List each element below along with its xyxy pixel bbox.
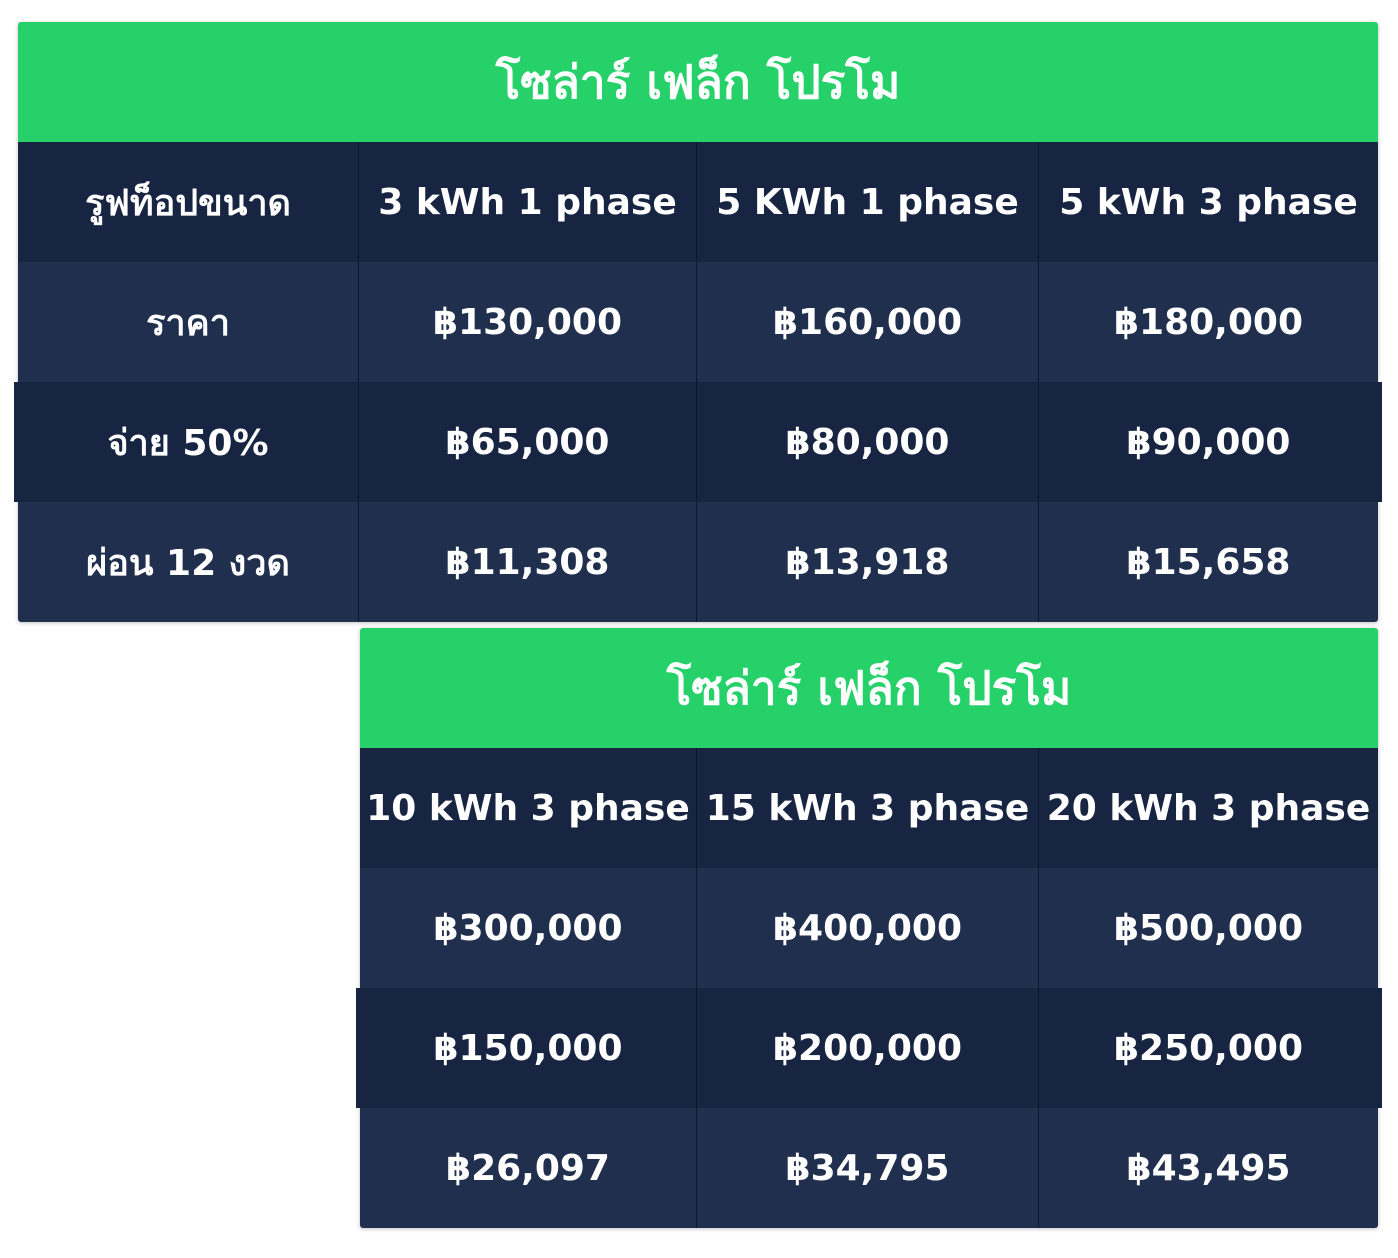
header-cell-15kwh-3phase: 15 kWh 3 phase (697, 748, 1039, 868)
price-cell: ฿400,000 (697, 868, 1039, 988)
header-cell-3kwh-1phase: 3 kWh 1 phase (359, 142, 697, 262)
header-cell-size: รูฟท็อปขนาด (18, 142, 359, 262)
table-title: โซล่าร์ เฟล็ก โปรโม (360, 628, 1378, 748)
price-cell: ฿250,000 (1113, 1027, 1304, 1069)
header-cell-10kwh-3phase: 10 kWh 3 phase (360, 748, 697, 868)
price-cell: ฿160,000 (697, 262, 1039, 382)
price-cell: ฿80,000 (697, 382, 1039, 502)
table-header-row: รูฟท็อปขนาด 3 kWh 1 phase 5 KWh 1 phase … (18, 142, 1378, 262)
price-cell: ฿500,000 (1113, 907, 1304, 949)
price-cell: ฿13,918 (697, 502, 1039, 622)
price-cell: ฿150,000 (360, 988, 697, 1108)
table-header-row: 10 kWh 3 phase 15 kWh 3 phase 20 kWh 3 p… (360, 748, 1378, 868)
price-cell: ฿130,000 (359, 262, 697, 382)
table-row-price: ฿300,000 ฿400,000 ฿500,000 (360, 868, 1378, 988)
header-cell-5kwh-3phase: 5 kWh 3 phase (1059, 181, 1358, 223)
header-cell-5kwh-1phase: 5 KWh 1 phase (697, 142, 1039, 262)
table-row-pay-50: จ่าย 50% ฿65,000 ฿80,000 ฿90,000 (14, 382, 1382, 502)
price-cell: ฿11,308 (359, 502, 697, 622)
row-label-price: ราคา (18, 262, 359, 382)
price-cell: ฿90,000 (1126, 421, 1291, 463)
header-cell-20kwh-3phase: 20 kWh 3 phase (1046, 787, 1371, 829)
row-label-pay-50: จ่าย 50% (18, 382, 359, 502)
promo-table-2: โซล่าร์ เฟล็ก โปรโม 10 kWh 3 phase 15 kW… (356, 628, 1382, 1228)
row-label-installment: ผ่อน 12 งวด (18, 502, 359, 622)
price-cell: ฿300,000 (360, 868, 697, 988)
price-cell: ฿43,495 (1126, 1147, 1291, 1189)
table-row-installment: ผ่อน 12 งวด ฿11,308 ฿13,918 ฿15,658 (18, 502, 1378, 622)
price-cell: ฿34,795 (697, 1108, 1039, 1228)
price-cell: ฿26,097 (360, 1108, 697, 1228)
price-cell: ฿200,000 (697, 988, 1039, 1108)
price-cell: ฿15,658 (1126, 541, 1291, 583)
table-row-price: ราคา ฿130,000 ฿160,000 ฿180,000 (18, 262, 1378, 382)
table-row-pay-50: ฿150,000 ฿200,000 ฿250,000 (356, 988, 1382, 1108)
price-cell: ฿180,000 (1113, 301, 1304, 343)
price-cell: ฿65,000 (359, 382, 697, 502)
promo-table-1: โซล่าร์ เฟล็ก โปรโม รูฟท็อปขนาด 3 kWh 1 … (14, 22, 1382, 622)
table-title: โซล่าร์ เฟล็ก โปรโม (18, 22, 1378, 142)
table-row-installment: ฿26,097 ฿34,795 ฿43,495 (360, 1108, 1378, 1228)
